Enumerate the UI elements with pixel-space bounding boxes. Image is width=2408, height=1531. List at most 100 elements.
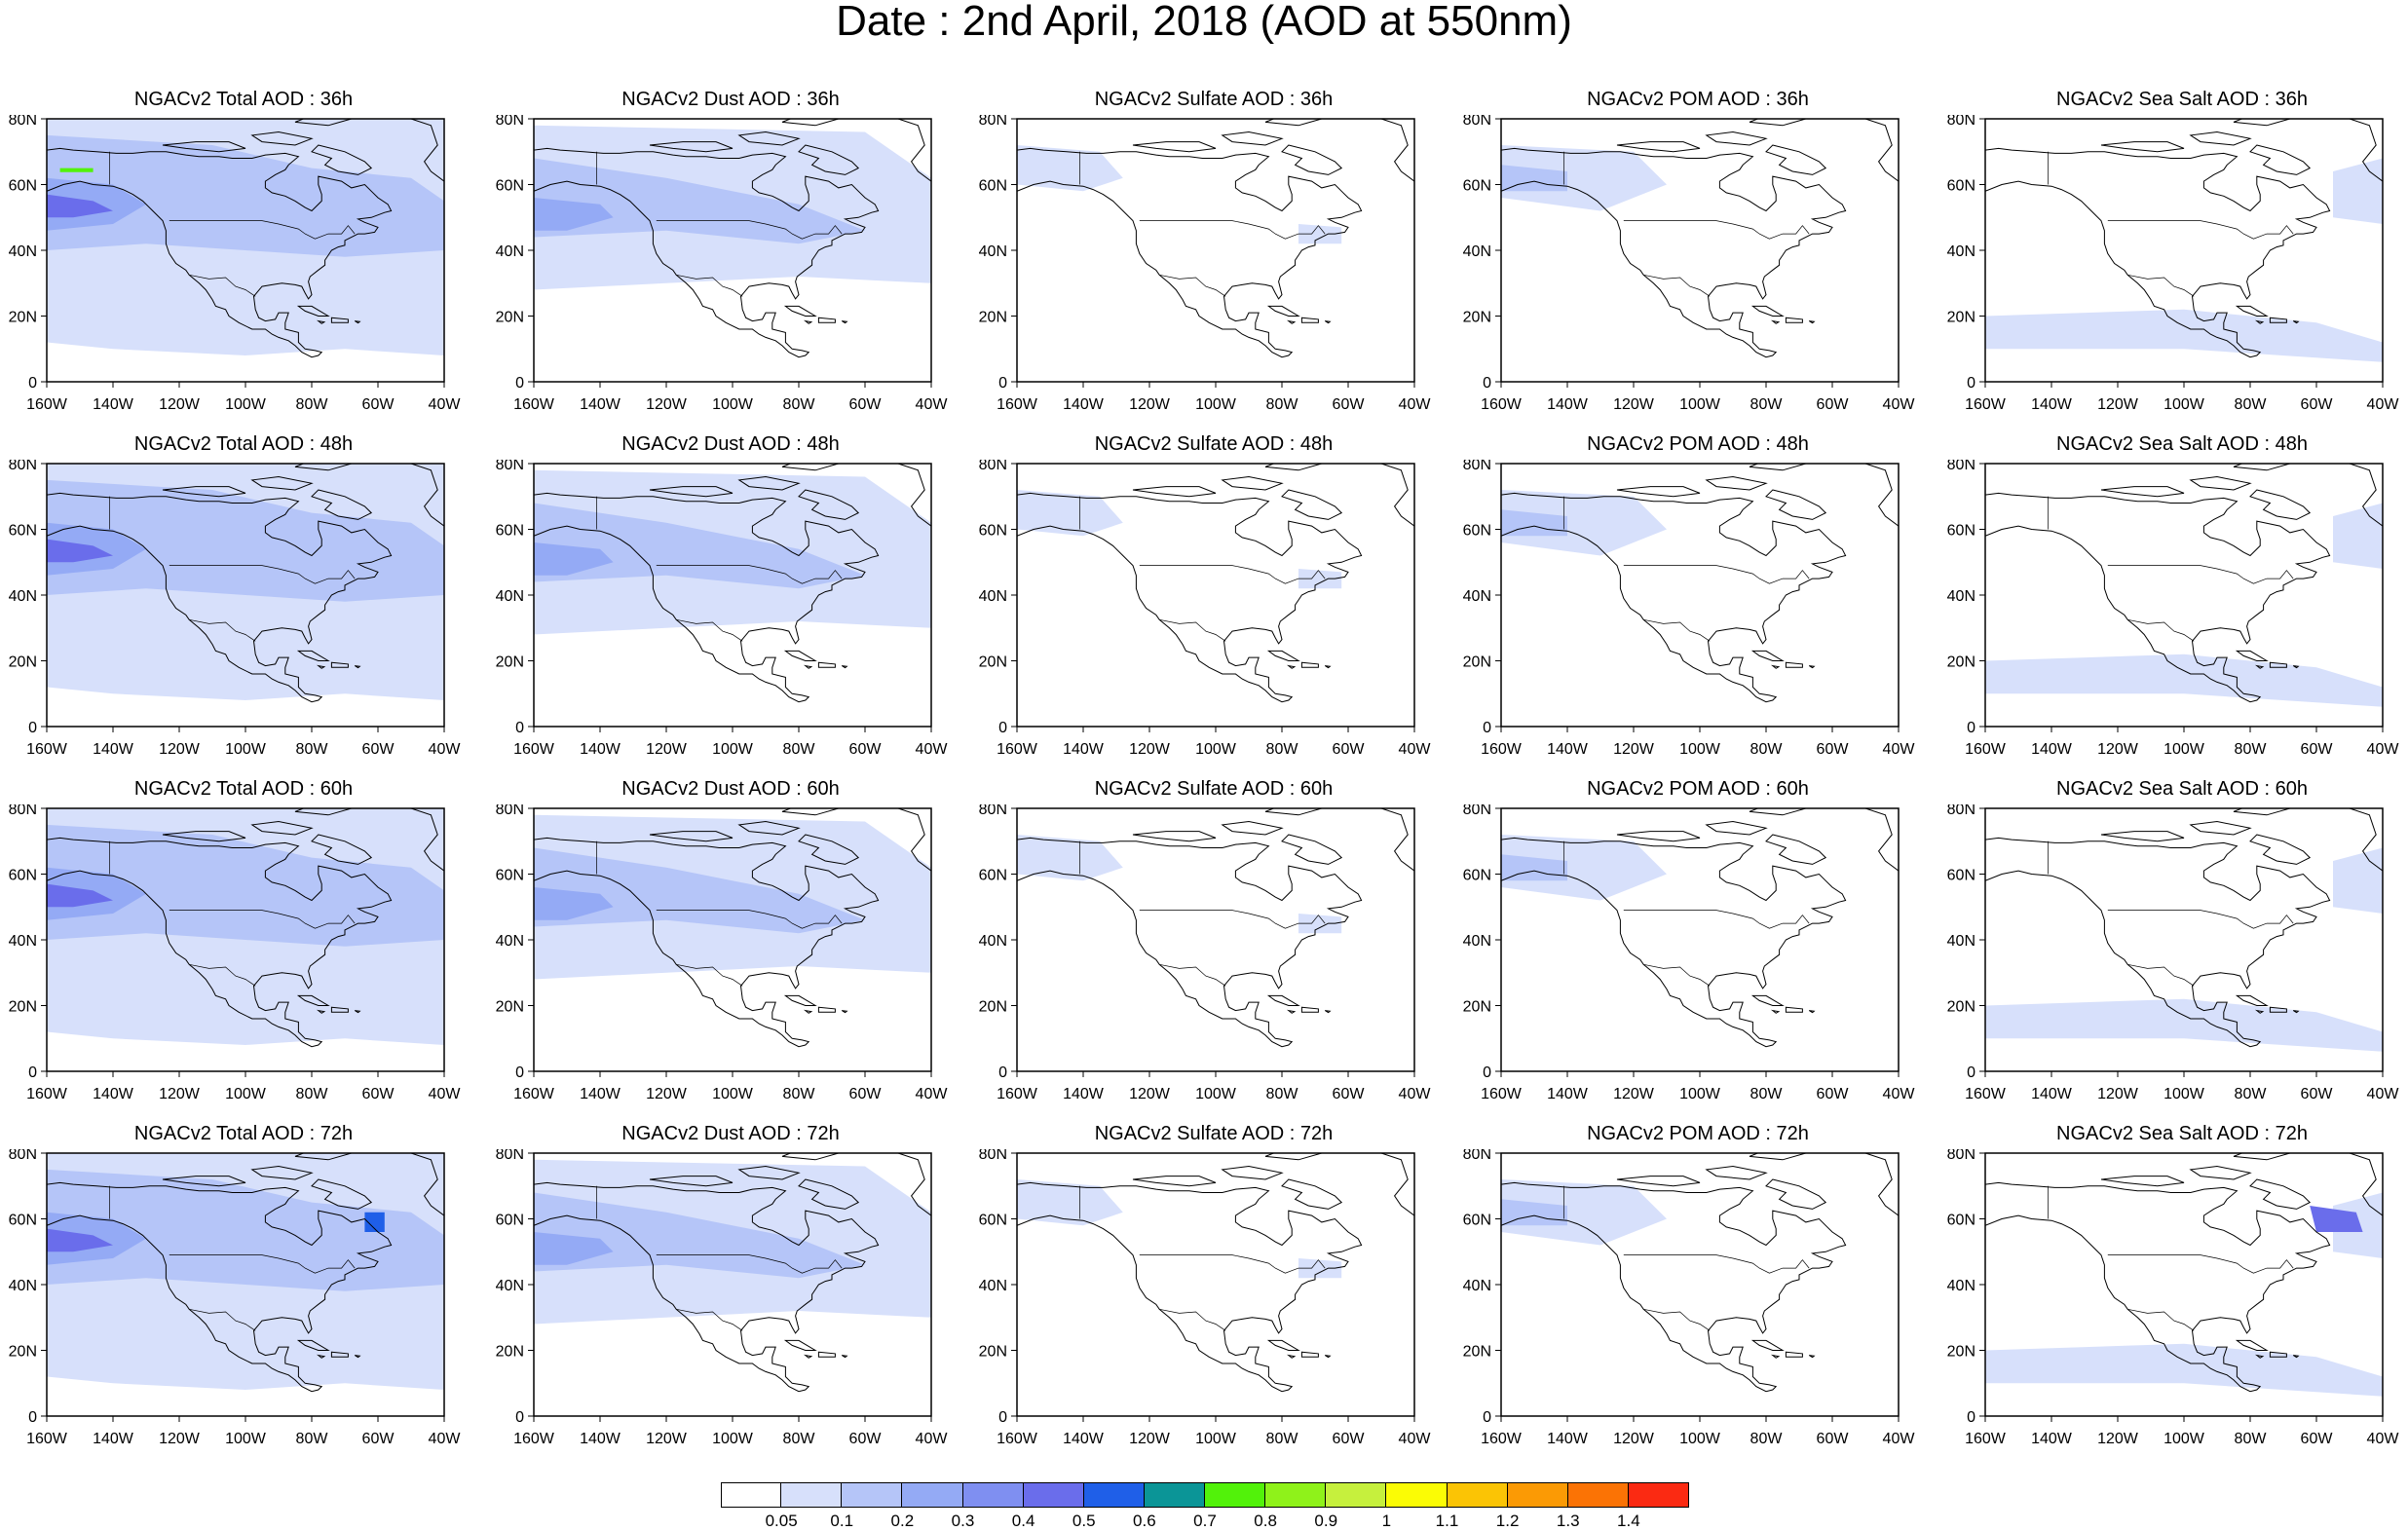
aod-shading	[534, 503, 865, 589]
aod-map: 80N 60N 40N 20N 0 160W 140W 120W 100W 80W 60W 40W	[496, 115, 949, 413]
aod-map: 80N 60N 40N 20N 0 160W 140W 120W 100W 80W 60W 40W	[9, 804, 462, 1102]
lon-tick-label: 40W	[1399, 1431, 1432, 1447]
lon-tick-label: 100W	[225, 1431, 267, 1447]
island-outline	[2249, 489, 2312, 520]
country-border	[189, 963, 256, 987]
island-outline	[2249, 834, 2312, 865]
aod-shading	[47, 539, 113, 563]
island-outline	[2189, 131, 2252, 146]
island-outline	[1808, 1355, 1816, 1359]
island-outline	[1324, 1355, 1332, 1359]
lat-tick-label: 80N	[1463, 115, 1491, 129]
lat-tick-label: 0	[1967, 375, 1975, 392]
island-outline	[294, 464, 352, 471]
lat-tick-label: 80N	[496, 115, 524, 129]
island-outline	[330, 317, 349, 323]
island-outline	[1300, 1006, 1319, 1013]
lon-tick-label: 60W	[2301, 1086, 2334, 1102]
lon-tick-label: 100W	[1195, 1431, 1237, 1447]
island-outline	[803, 319, 813, 324]
aod-map: 80N 60N 40N 20N 0 160W 140W 120W 100W 80W 60W 40W	[1947, 460, 2400, 758]
island-outline	[316, 1354, 326, 1359]
island-outline	[296, 994, 330, 1006]
country-border	[2127, 618, 2195, 642]
lon-tick-label: 60W	[2301, 396, 2334, 413]
lon-tick-label: 140W	[2031, 1431, 2073, 1447]
colorbar-swatch	[842, 1482, 903, 1508]
lon-tick-label: 100W	[712, 1086, 754, 1102]
lat-tick-label: 60N	[1463, 868, 1491, 884]
lon-tick-label: 140W	[1547, 741, 1589, 758]
colorbar-label: 0.3	[951, 1512, 975, 1530]
aod-shading	[2333, 847, 2383, 914]
lon-tick-label: 140W	[2031, 1086, 2073, 1102]
lon-tick-label: 160W	[1481, 1431, 1523, 1447]
lon-tick-label: 140W	[1063, 1431, 1105, 1447]
country-border	[1623, 565, 1810, 584]
aod-map: 80N 60N 40N 20N 0 160W 140W 120W 100W 80W 60W 40W	[1947, 1149, 2400, 1447]
country-border	[2127, 963, 2195, 987]
colorbar-label: 1.3	[1556, 1512, 1580, 1530]
aod-shading	[1985, 1343, 2383, 1397]
lon-tick-label: 80W	[783, 1431, 816, 1447]
lon-tick-label: 140W	[1547, 1086, 1589, 1102]
lat-tick-label: 0	[998, 375, 1007, 392]
country-border	[2107, 565, 2294, 584]
island-outline	[1132, 141, 1217, 153]
lon-tick-label: 80W	[783, 741, 816, 758]
aod-shading	[1298, 569, 1342, 589]
lon-tick-label: 80W	[1266, 741, 1299, 758]
lat-tick-label: 60N	[9, 523, 37, 540]
island-outline	[2189, 1165, 2252, 1180]
lon-tick-label: 100W	[712, 1431, 754, 1447]
coastline	[1985, 837, 2331, 1048]
island-outline	[354, 320, 361, 324]
island-outline	[1750, 305, 1785, 317]
lat-tick-label: 40N	[1463, 1278, 1491, 1294]
country-border	[676, 963, 743, 987]
colorbar-label: 1.1	[1435, 1512, 1459, 1530]
lat-tick-label: 0	[998, 1409, 1007, 1426]
colorbar-label: 0.7	[1193, 1512, 1217, 1530]
lon-tick-label: 160W	[1965, 1086, 2007, 1102]
lon-tick-label: 100W	[225, 741, 267, 758]
lon-tick-label: 160W	[1965, 1431, 2007, 1447]
island-outline	[1750, 650, 1785, 661]
coastline	[47, 492, 393, 703]
aod-map: 80N 60N 40N 20N 0 160W 140W 120W 100W 80W 60W 40W	[979, 115, 1432, 413]
lat-tick-label: 20N	[1947, 310, 1975, 326]
aod-map: 80N 60N 40N 20N 0 160W 140W 120W 100W 80W 60W 40W	[979, 1149, 1432, 1447]
island-outline	[798, 144, 860, 175]
island-outline	[1348, 464, 1414, 527]
lon-tick-label: 100W	[1195, 396, 1237, 413]
map-panel: NGACv2 POM AOD : 72h 80N 60N 40N 20N 0 160W 140…	[1454, 1122, 1941, 1463]
lon-tick-label: 80W	[2235, 1086, 2268, 1102]
lon-tick-label: 40W	[2367, 1086, 2400, 1102]
colorbar-swatch	[1628, 1482, 1689, 1508]
map-panel: NGACv2 Total AOD : 72h 80N 60N 40N 20N 0 160W 1…	[0, 1122, 487, 1463]
aod-shading	[534, 887, 614, 920]
island-outline	[1705, 1165, 1768, 1180]
island-outline	[1221, 131, 1284, 146]
lat-tick-label: 40N	[1463, 933, 1491, 950]
country-border	[676, 1308, 743, 1331]
lon-tick-label: 100W	[1195, 1086, 1237, 1102]
island-outline	[1266, 994, 1300, 1006]
lat-tick-label: 0	[1483, 1409, 1491, 1426]
country-border	[1623, 910, 1810, 929]
lat-tick-label: 20N	[979, 999, 1007, 1016]
aod-shading	[534, 1232, 614, 1265]
lat-tick-label: 60N	[1947, 1213, 1975, 1229]
island-outline	[1286, 1354, 1297, 1359]
island-outline	[1765, 144, 1827, 175]
lon-tick-label: 160W	[1481, 741, 1523, 758]
lon-tick-label: 120W	[159, 1086, 201, 1102]
island-outline	[354, 665, 361, 669]
island-outline	[296, 305, 330, 317]
aod-map: 80N 60N 40N 20N 0 160W 140W 120W 100W 80W 60W 40W	[979, 460, 1432, 758]
lat-tick-label: 80N	[1947, 1149, 1975, 1163]
country-border	[1159, 963, 1226, 987]
lon-tick-label: 60W	[1333, 1431, 1366, 1447]
lon-tick-label: 140W	[1547, 1431, 1589, 1447]
island-outline	[2100, 486, 2185, 498]
